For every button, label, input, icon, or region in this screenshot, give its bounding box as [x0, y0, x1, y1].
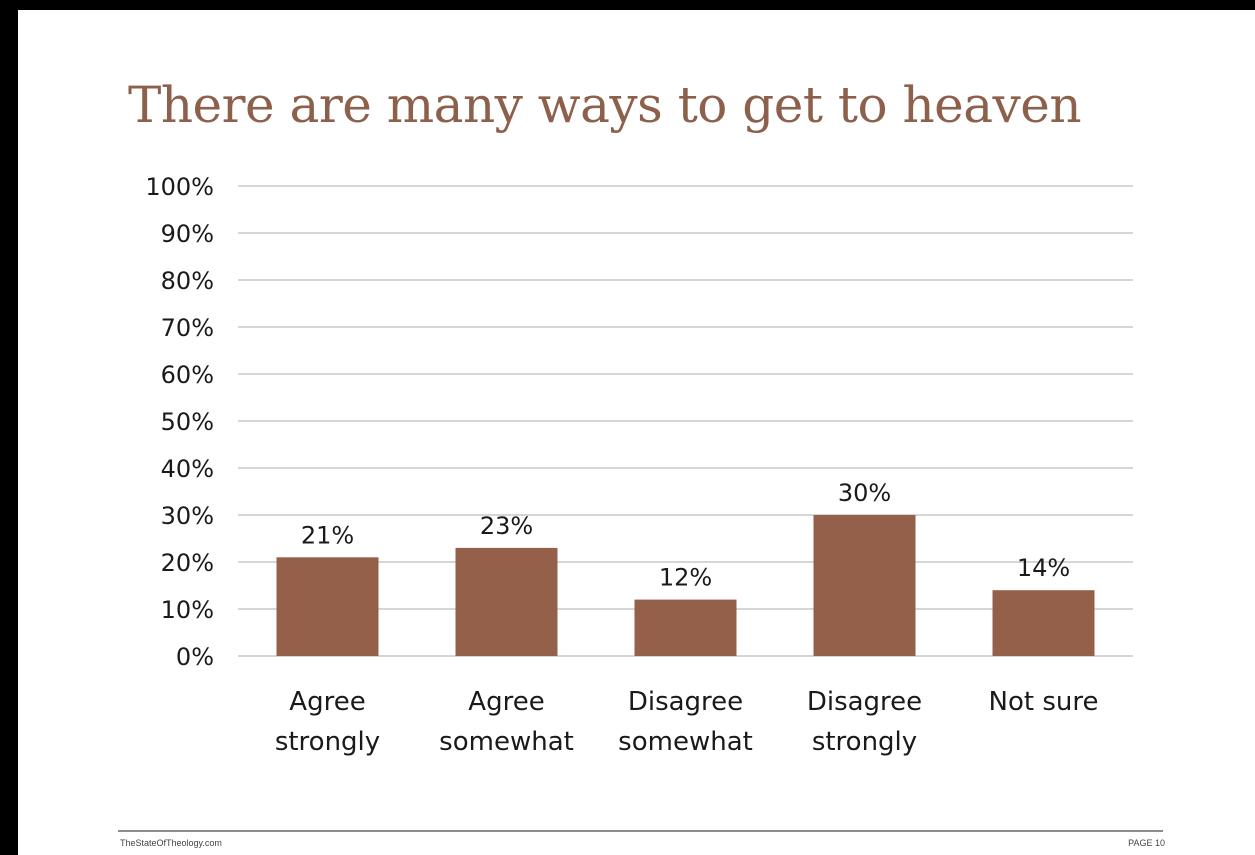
footer-divider — [118, 830, 1163, 832]
y-tick-label: 80% — [161, 267, 214, 295]
y-tick-label: 0% — [176, 643, 214, 671]
footer-website: TheStateOfTheology.com — [120, 838, 222, 848]
y-tick-label: 40% — [161, 455, 214, 483]
chart-title: There are many ways to get to heaven — [128, 76, 1082, 134]
y-tick-label: 60% — [161, 361, 214, 389]
bar — [276, 557, 379, 656]
y-tick-label: 20% — [161, 549, 214, 577]
data-label: 12% — [659, 564, 712, 592]
x-tick-label: Disagree somewhat — [618, 687, 753, 757]
bar — [813, 515, 916, 656]
data-label: 21% — [301, 521, 354, 549]
bar — [634, 599, 737, 656]
y-tick-label: 70% — [161, 314, 214, 342]
y-tick-label: 90% — [161, 220, 214, 248]
bar — [455, 547, 558, 656]
slide-page: 0% 10% 20% 30% 40% 50% 60% 70% 80% 90% 100% 21% Agre… — [18, 10, 1255, 855]
x-tick-label: Agree strongly — [275, 687, 380, 757]
y-tick-label: 100% — [145, 173, 214, 201]
y-tick-label: 30% — [161, 502, 214, 530]
data-label: 30% — [838, 479, 891, 507]
data-label: 14% — [1017, 554, 1070, 582]
x-tick-label: Agree somewhat — [439, 687, 574, 757]
bar — [992, 590, 1095, 656]
y-tick-label: 10% — [161, 596, 214, 624]
x-tick-label: Disagree strongly — [807, 687, 922, 757]
y-tick-label: 50% — [161, 408, 214, 436]
footer-page-number: PAGE 10 — [1128, 838, 1165, 848]
x-tick-label: Not sure — [989, 687, 1099, 717]
data-label: 23% — [480, 512, 533, 540]
bar-chart: 0% 10% 20% 30% 40% 50% 60% 70% 80% 90% 100% 21% Agre… — [145, 173, 1133, 757]
